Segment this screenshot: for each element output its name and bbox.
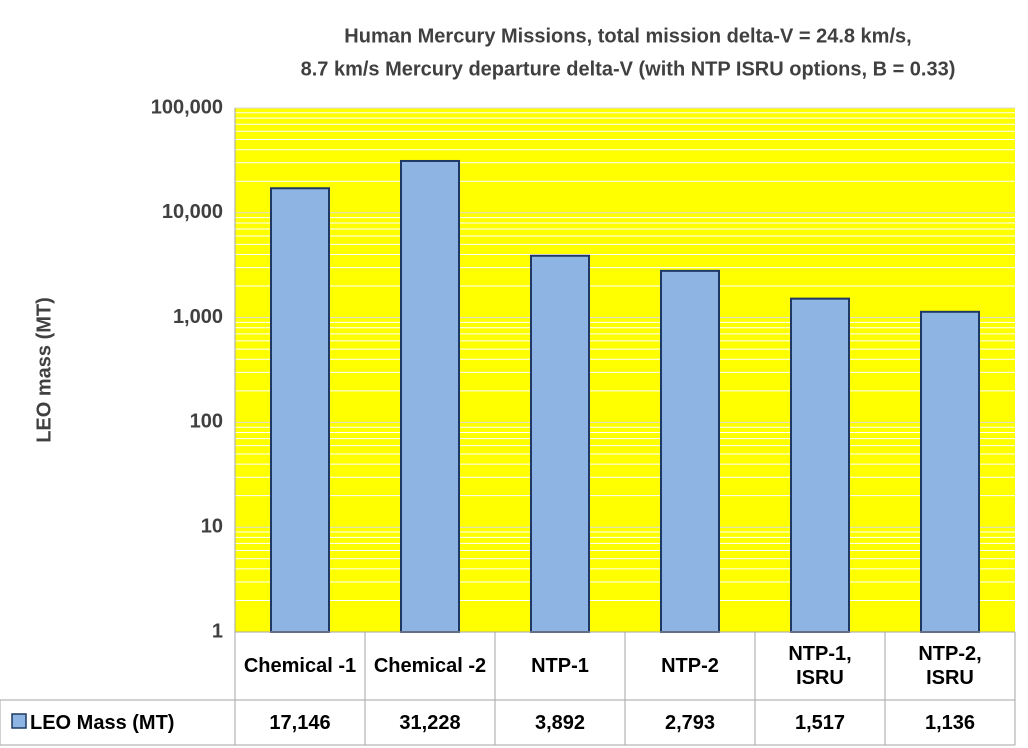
bar	[530, 254, 590, 634]
value-label: 2,793	[664, 711, 716, 734]
x-tick-label: Chemical -2	[373, 655, 487, 677]
x-tick-label: NTP-1	[531, 655, 589, 677]
x-tick-label: Chemical -1	[243, 655, 357, 677]
value-label: 1,517	[794, 711, 846, 734]
legend-key	[11, 713, 27, 729]
value-label: 31,228	[399, 711, 461, 734]
bar	[790, 297, 850, 633]
value-label: 1,136	[924, 711, 976, 734]
plot-area	[235, 108, 1015, 632]
x-tick-label: NTP-2	[661, 655, 719, 677]
x-tick-label: NTP-1, ISRU	[788, 643, 852, 689]
value-label: 3,892	[534, 711, 586, 734]
bar	[270, 187, 330, 633]
bar	[920, 310, 980, 633]
y-tick-label: 100,000	[151, 96, 223, 118]
value-label: 17,146	[269, 711, 331, 734]
bar	[400, 159, 460, 633]
y-tick-label: 10	[201, 515, 223, 537]
chart-title: Human Mercury Missions, total mission de…	[344, 25, 911, 47]
y-tick-label: 100	[190, 411, 223, 433]
y-tick-label: 1,000	[173, 306, 223, 328]
y-tick-label: 10,000	[162, 201, 223, 223]
x-tick-label: NTP-2, ISRU	[918, 643, 982, 689]
legend-label: LEO Mass (MT)	[30, 711, 175, 734]
bar	[660, 269, 720, 633]
y-axis-label: LEO mass (MT)	[33, 297, 55, 443]
chart-title: 8.7 km/s Mercury departure delta-V (with…	[301, 58, 956, 80]
y-tick-label: 1	[212, 620, 223, 642]
